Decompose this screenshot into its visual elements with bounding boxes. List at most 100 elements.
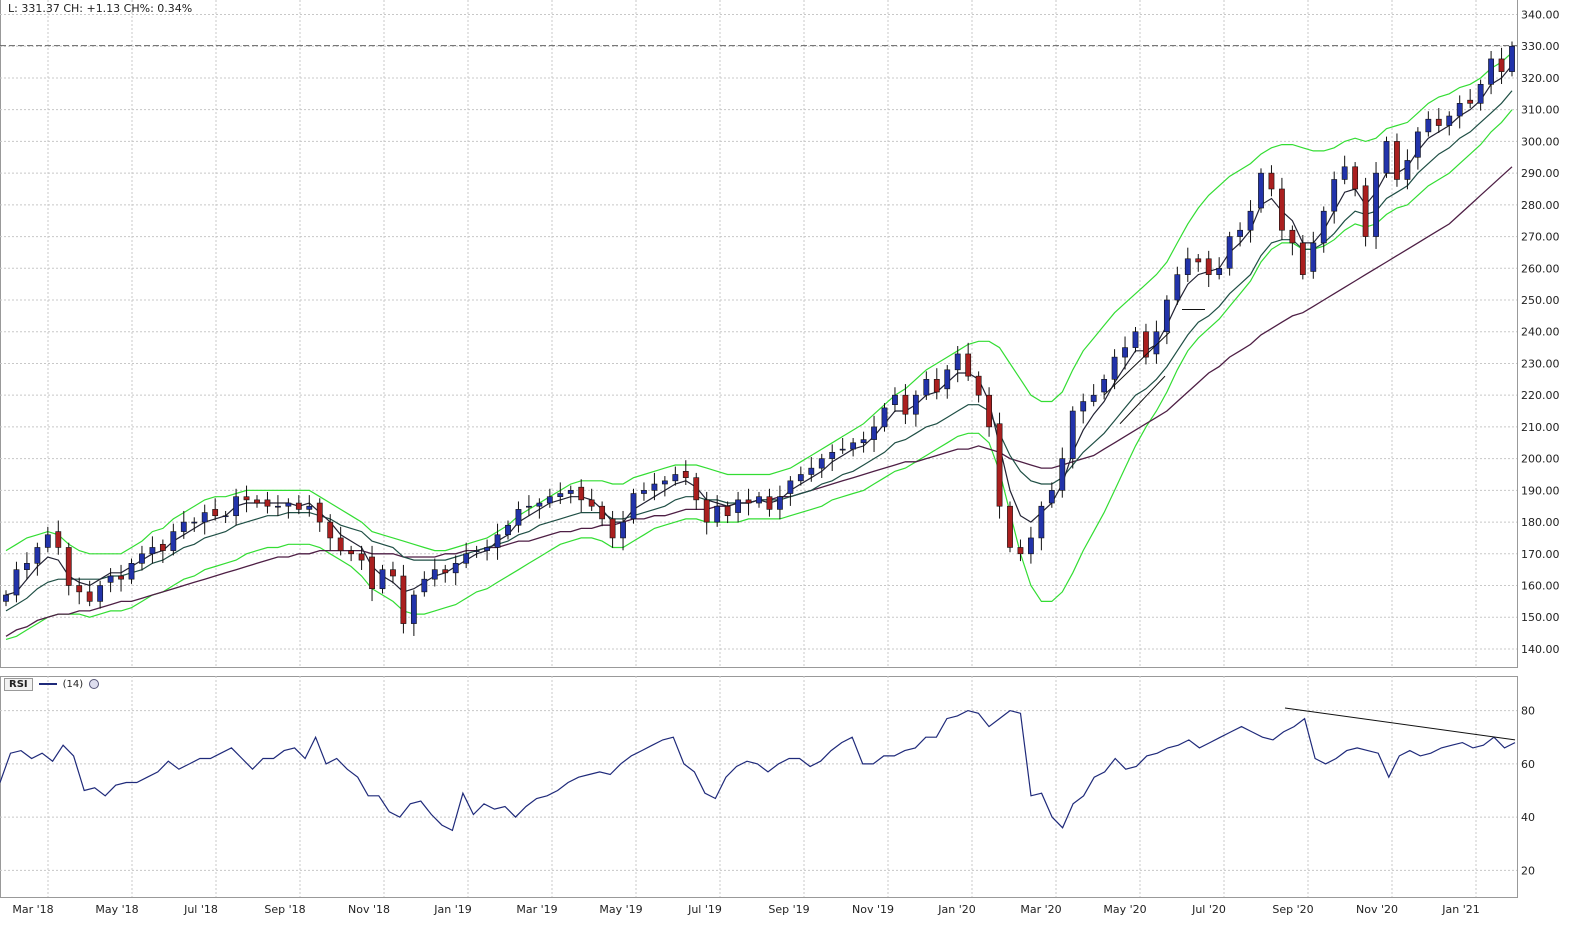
candle-body — [902, 394, 909, 415]
x-tick-label: Jul '19 — [687, 903, 722, 916]
y-tick-label: 300.00 — [1521, 135, 1560, 148]
candle-body — [505, 524, 511, 536]
candle-body — [1446, 115, 1453, 126]
candle-body — [578, 486, 585, 501]
candle-body — [1132, 331, 1139, 348]
candle-body — [756, 496, 762, 504]
candle-body — [348, 550, 355, 555]
candle-body — [724, 505, 731, 517]
x-tick-label: Mar '20 — [1020, 903, 1061, 916]
x-tick-label: May '19 — [599, 903, 642, 916]
candle-body — [1341, 166, 1348, 180]
candle-body — [44, 534, 51, 548]
candle-body — [379, 569, 386, 589]
candle-body — [735, 499, 741, 513]
y-tick-label: 240.00 — [1521, 326, 1560, 339]
candle-body — [316, 502, 323, 523]
candle-body — [871, 426, 877, 440]
rsi-tick-label: 60 — [1521, 758, 1535, 771]
candle-body — [233, 496, 239, 517]
candle-body — [86, 591, 93, 602]
candle-body — [1467, 99, 1474, 104]
candle-body — [745, 499, 752, 504]
x-tick-label: Jul '18 — [183, 903, 218, 916]
y-tick-label: 340.00 — [1521, 9, 1560, 22]
candle-body — [180, 521, 187, 532]
candle-body — [1414, 131, 1421, 158]
candle-body — [1404, 160, 1411, 180]
candle-body — [766, 496, 773, 510]
candle-body — [1048, 490, 1055, 504]
rsi-tick-label: 40 — [1521, 811, 1535, 824]
candle-body — [975, 375, 982, 396]
candle-body — [1184, 258, 1191, 275]
candle-body — [703, 499, 710, 523]
rsi-label[interactable]: RSI — [4, 677, 33, 691]
candle-body — [264, 499, 271, 507]
candle-body — [839, 448, 846, 451]
candle-body — [1216, 267, 1223, 275]
candle-body — [1017, 547, 1024, 555]
candle-body — [170, 531, 177, 551]
candle-body — [1205, 258, 1212, 275]
candle-body — [588, 499, 595, 507]
candle-body — [191, 521, 198, 524]
x-tick-label: May '20 — [1103, 903, 1146, 916]
x-tick-label: Sep '18 — [264, 903, 305, 916]
candle-body — [954, 353, 961, 371]
candle-body — [390, 569, 396, 577]
candle-body — [1007, 505, 1013, 548]
candle-body — [1247, 210, 1254, 231]
candle-body — [1331, 179, 1338, 212]
candle-body — [212, 509, 219, 517]
candle-body — [672, 474, 679, 482]
candle-body — [118, 575, 124, 580]
candle-body — [682, 471, 689, 478]
candle-body — [1383, 141, 1390, 174]
candle-body — [661, 480, 668, 485]
sma-long-line — [5, 166, 1513, 637]
candle-body — [1059, 458, 1066, 491]
candle-body — [630, 493, 637, 520]
candle-body — [1509, 45, 1515, 72]
candle-body — [369, 556, 375, 589]
x-tick-label: Nov '19 — [852, 903, 894, 916]
candle-body — [1279, 188, 1285, 231]
y-tick-label: 160.00 — [1521, 580, 1560, 593]
y-tick-label: 180.00 — [1521, 516, 1560, 529]
candle-body — [484, 547, 490, 551]
candle-body — [965, 353, 972, 377]
y-tick-label: 270.00 — [1521, 231, 1560, 244]
candle-body — [473, 550, 480, 552]
settings-icon[interactable] — [89, 679, 100, 689]
candle-body — [254, 499, 260, 504]
candle-body — [818, 458, 825, 469]
candle-body — [275, 505, 281, 508]
candle-body — [222, 515, 229, 518]
candle-body — [1258, 172, 1264, 209]
candle-body — [641, 490, 647, 494]
candle-body — [1299, 242, 1306, 275]
candle-body — [1226, 236, 1233, 269]
candle-body — [34, 547, 41, 564]
x-tick-label: May '18 — [95, 903, 138, 916]
x-tick-label: Jan '20 — [937, 903, 975, 916]
candle-body — [829, 451, 836, 459]
y-tick-label: 310.00 — [1521, 104, 1560, 117]
y-tick-label: 250.00 — [1521, 294, 1560, 307]
candle-body — [787, 480, 794, 494]
candle-body — [1174, 274, 1181, 301]
candle-body — [1163, 299, 1170, 333]
candle-body — [850, 442, 857, 450]
y-tick-label: 280.00 — [1521, 199, 1560, 212]
candle-body — [1237, 229, 1243, 237]
y-tick-label: 230.00 — [1521, 357, 1560, 370]
candle-body — [3, 594, 9, 602]
candle-body — [1069, 410, 1076, 459]
candle-body — [567, 490, 574, 494]
candle-body — [1080, 401, 1087, 412]
y-tick-label: 330.00 — [1521, 40, 1560, 53]
candle-body — [1373, 172, 1379, 237]
y-tick-label: 140.00 — [1521, 643, 1560, 656]
